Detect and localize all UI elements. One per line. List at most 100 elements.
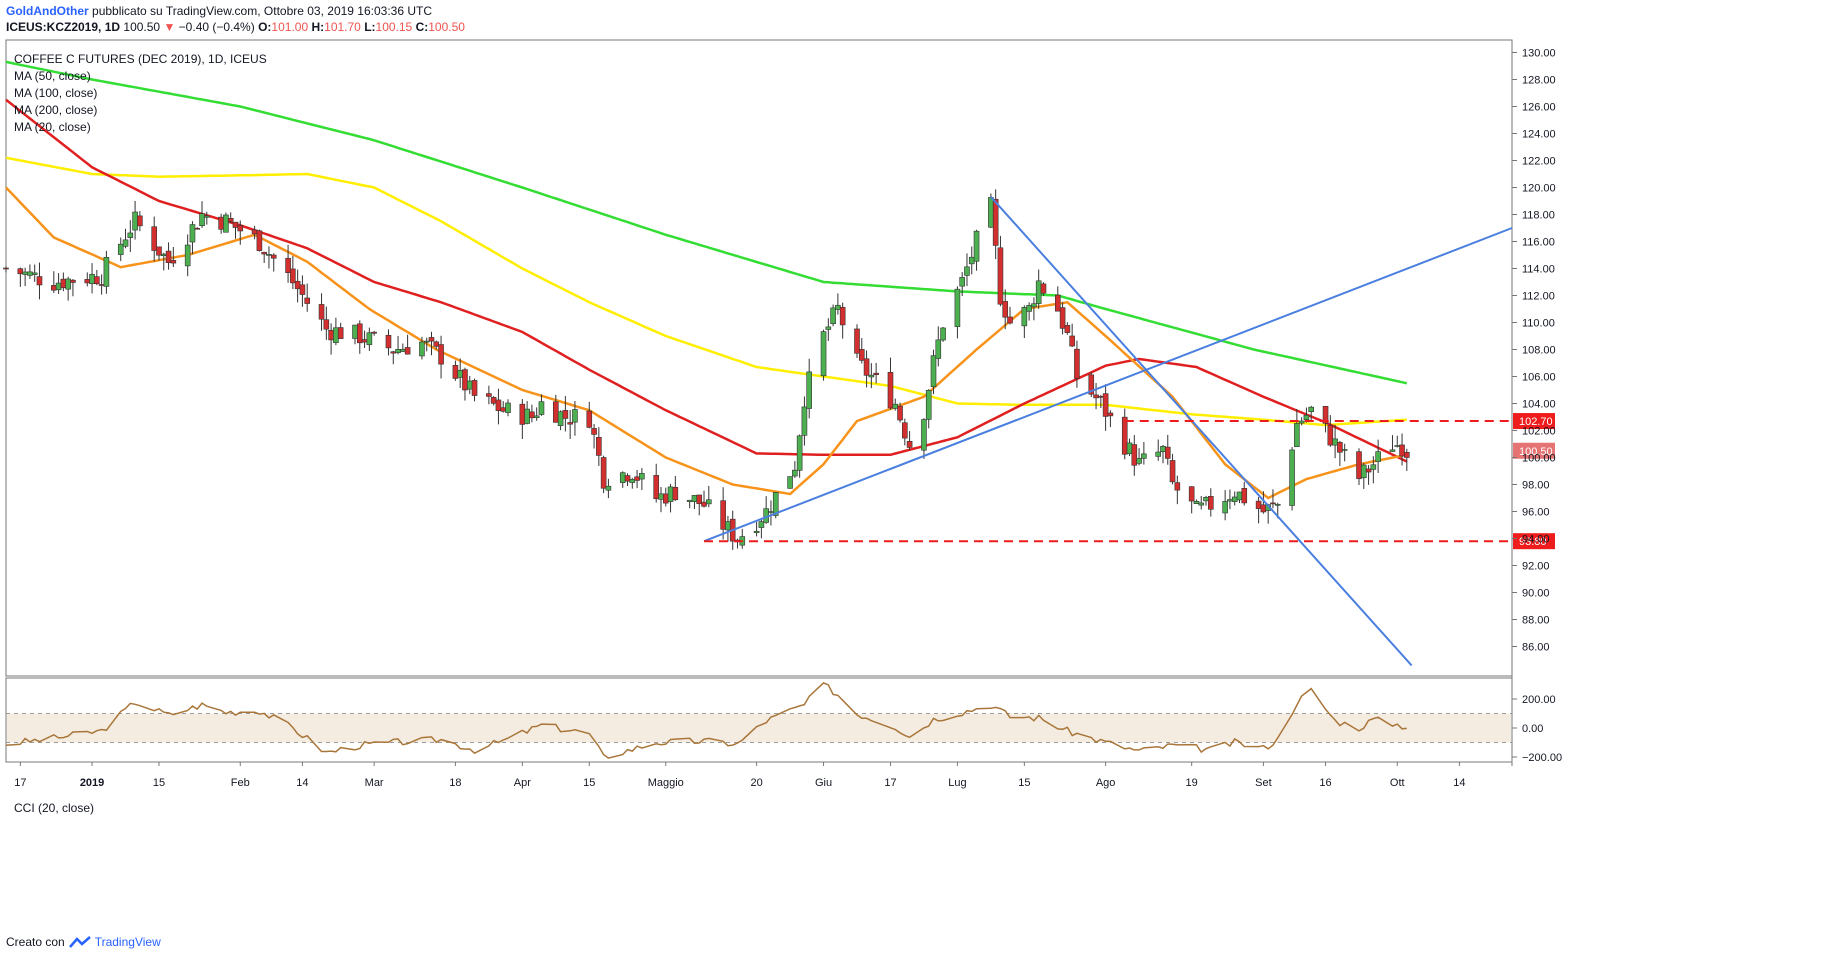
legend-cci[interactable]: CCI (20, close) — [14, 801, 94, 815]
candle-body — [70, 279, 76, 283]
candle-body — [1069, 335, 1075, 347]
candle-body — [1404, 451, 1410, 458]
candle-body — [1289, 449, 1295, 506]
time-tick-label: Feb — [231, 777, 250, 789]
legend-ma200[interactable]: MA (200, close) — [14, 103, 97, 117]
price-tick-label: 108.00 — [1522, 345, 1556, 357]
candle-body — [423, 340, 430, 343]
time-tick-label: Ott — [1390, 777, 1405, 789]
candle-body — [691, 495, 698, 502]
time-tick-label: Ago — [1096, 777, 1116, 789]
time-tick-label: 14 — [296, 777, 308, 789]
candle-body — [1141, 453, 1147, 459]
candle-body — [395, 349, 401, 354]
candle-body — [390, 351, 397, 354]
candle-body — [935, 339, 942, 359]
ohlc-header: ICEUS:KCZ2019, 1D 100.50 ▼ −0.40 (−0.4%)… — [6, 20, 465, 34]
candle-body — [270, 254, 277, 259]
candle-body — [204, 215, 210, 218]
trendline-2[interactable] — [990, 196, 1413, 667]
candle-body — [639, 473, 645, 480]
price-tick-label: 112.00 — [1522, 291, 1555, 303]
candle-body — [820, 331, 827, 377]
candle-body — [237, 225, 244, 232]
candle-body — [266, 254, 272, 256]
time-tick-label: Giu — [815, 777, 832, 789]
candle-body — [940, 327, 946, 341]
candle-body — [796, 435, 803, 471]
candle-body — [31, 272, 38, 275]
tradingview-logo-icon — [68, 936, 91, 948]
candle-body — [772, 492, 779, 516]
candle-body — [1327, 425, 1334, 446]
candle-body — [600, 457, 607, 489]
candle-body — [294, 280, 301, 290]
candle-body — [404, 347, 411, 355]
candle-body — [352, 324, 358, 339]
price-tick-label: 96.00 — [1522, 507, 1550, 519]
legend-ma20[interactable]: MA (20, close) — [14, 120, 91, 134]
candle-body — [868, 374, 875, 378]
candle-body — [653, 475, 660, 500]
candle-body — [356, 323, 363, 344]
low-value: 100.15 — [375, 20, 413, 34]
candle-body — [22, 271, 28, 275]
candle-body — [103, 257, 110, 287]
author-link[interactable]: GoldAndOther — [6, 4, 89, 18]
candle-body — [27, 271, 33, 276]
candle-body — [1188, 486, 1195, 502]
candle-body — [1303, 414, 1310, 421]
candle-body — [1394, 445, 1401, 447]
candle-body — [968, 256, 975, 265]
time-tick-label: 17 — [14, 777, 26, 789]
candle-body — [720, 500, 726, 530]
ma20-line — [5, 186, 1408, 500]
tradingview-brand-link[interactable]: TradingView — [94, 935, 161, 949]
candle-body — [1126, 442, 1133, 455]
candle-body — [500, 407, 507, 412]
candle-body — [318, 304, 325, 320]
cci-tick-label: 200.00 — [1522, 694, 1556, 706]
close-value: 100.50 — [428, 20, 465, 34]
candle-body — [1370, 464, 1377, 470]
time-tick-label: 16 — [1319, 777, 1331, 789]
candle-body — [1222, 501, 1228, 514]
candle-body — [906, 440, 913, 448]
candle-body — [1155, 451, 1162, 457]
candle-body — [1274, 503, 1281, 506]
candle-body — [189, 224, 196, 243]
candle-body — [227, 218, 234, 222]
candle-body — [462, 369, 468, 391]
symbol-label: ICEUS:KCZ2019, 1D — [6, 20, 121, 34]
candle-body — [830, 307, 836, 325]
candle-body — [1365, 468, 1372, 473]
candle-body — [672, 486, 679, 501]
legend-ma100[interactable]: MA (100, close) — [14, 86, 97, 100]
candle-body — [696, 494, 703, 505]
candle-body — [586, 410, 593, 428]
candle-body — [1055, 294, 1061, 312]
price-tick-label: 130.00 — [1522, 48, 1556, 60]
candle-body — [667, 486, 674, 502]
cci-line — [5, 682, 1407, 759]
time-tick-label: 15 — [583, 777, 595, 789]
legend-ma50[interactable]: MA (50, close) — [14, 69, 91, 83]
low-label: L: — [364, 20, 376, 34]
publish-text: pubblicato su TradingView.com, Ottobre 0… — [92, 4, 432, 18]
candle-body — [400, 349, 406, 352]
candle-body — [385, 334, 392, 349]
high-value: 101.70 — [324, 20, 361, 34]
price-tick-label: 110.00 — [1522, 318, 1555, 330]
candle-body — [753, 530, 760, 534]
candle-body — [1236, 491, 1243, 501]
trendline-1[interactable] — [703, 227, 1513, 543]
candle-body — [457, 370, 463, 378]
candle-body — [1193, 500, 1200, 504]
price-tick-label: 122.00 — [1522, 156, 1556, 168]
price-tick-label: 100.00 — [1522, 453, 1556, 465]
price-tick-label: 106.00 — [1522, 372, 1556, 384]
price-label-text: 102.70 — [1519, 416, 1553, 428]
price-tick-label: 94.00 — [1522, 534, 1550, 546]
candle-body — [1007, 316, 1013, 324]
